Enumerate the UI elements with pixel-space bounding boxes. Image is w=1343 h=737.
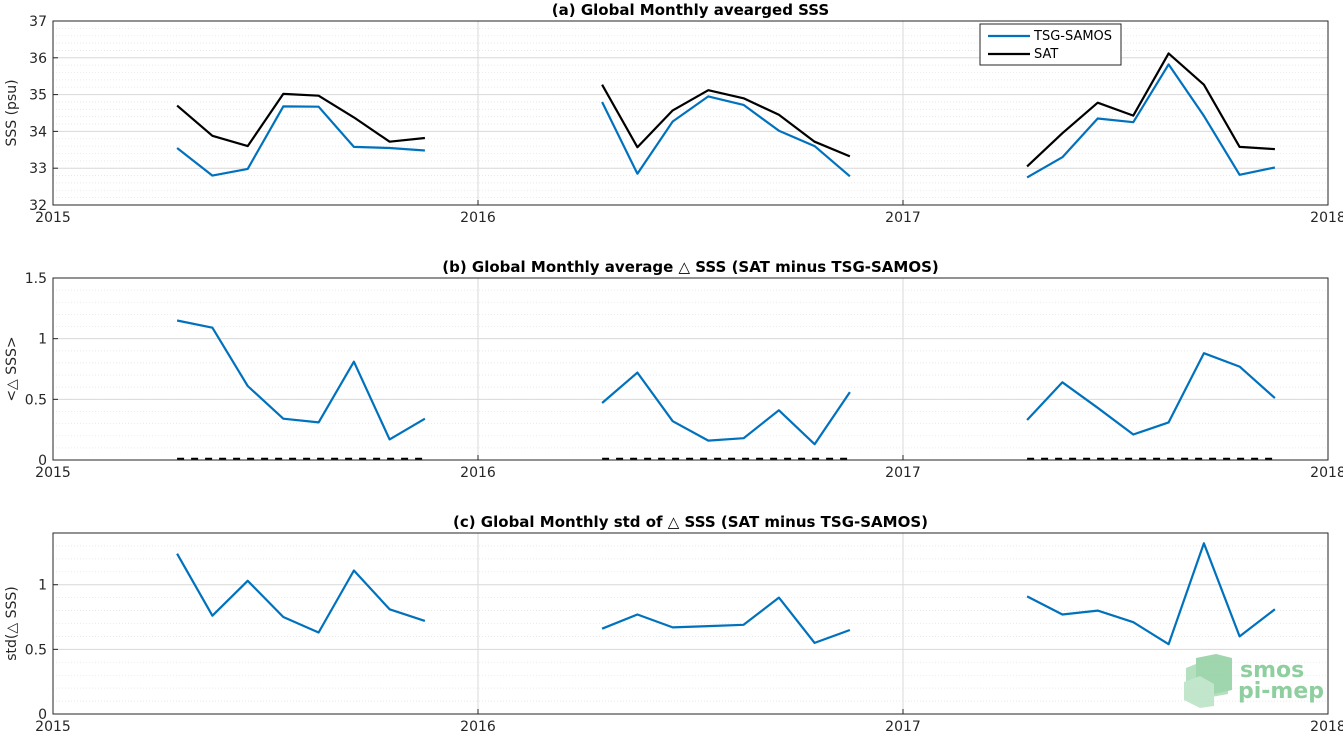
series-line-tsg-samos [1026,63,1276,179]
x-tick-label: 2018 [1310,719,1343,735]
y-axis-label: SSS (psu) [4,79,20,146]
y-tick-label: 0.5 [25,642,47,658]
panel-a-global-monthly-sss: 2015 2016 2017 2018 32 33 34 35 36 37 (a) Global M… [4,1,1343,226]
x-tick-label: 2015 [35,210,71,226]
series-line-delta [1026,542,1276,646]
x-tick-label: 2015 [35,719,71,735]
x-tick-label: 2016 [460,210,496,226]
panel-b-mean-delta-sss: 2015 2016 2017 2018 0 0.5 1 1.5 (b) Global Month… [4,258,1343,481]
series-line-tsg-samos [601,95,851,178]
plot-area [53,21,1328,205]
y-tick-label: 35 [29,88,47,104]
y-tick-label: 34 [29,124,47,140]
logo-text-pi-mep: pi-mep [1238,679,1324,704]
x-tick-label: 2016 [460,719,496,735]
y-tick-label: 1.5 [25,271,47,287]
panel-title: (c) Global Monthly std of △ SSS (SAT min… [453,513,928,531]
series-line-delta [601,596,851,645]
legend-label-sat: SAT [1034,47,1058,62]
y-tick-label: 0 [38,453,47,469]
y-tick-label: 1 [38,332,47,348]
logo-text-smos: smos [1240,658,1304,683]
legend: TSG-SAMOS SAT [979,23,1122,66]
x-tick-label: 2018 [1310,210,1343,226]
panel-c-std-delta-sss: 2015 2016 2017 2018 0 0.5 1 (c) Global Monthly … [4,513,1343,735]
x-tick-label: 2015 [35,465,71,481]
series-line-delta [176,319,426,441]
x-tick-label: 2016 [460,465,496,481]
legend-label-tsg: TSG-SAMOS [1033,29,1112,44]
x-tick-label: 2017 [885,719,921,735]
panel-title: (a) Global Monthly avearged SSS [552,1,829,19]
series-line-delta [176,553,426,634]
y-tick-label: 1 [38,578,47,594]
axes-box [52,532,1329,715]
y-tick-label: 33 [29,161,47,177]
series-line-sat [601,84,851,158]
x-tick-label: 2017 [885,210,921,226]
series-line-sat [1026,52,1275,168]
series-line-delta [1026,352,1276,436]
x-tick-label: 2018 [1310,465,1343,481]
y-axis-label: std(△ SSS) [4,586,20,660]
series-line-sat [176,92,426,148]
y-tick-label: 36 [29,51,47,67]
logo-emblem-icon [1184,654,1232,708]
x-tick-label: 2017 [885,465,921,481]
axes-box [52,277,1329,461]
y-tick-label: 0.5 [25,392,47,408]
series-line-delta [601,371,851,446]
panel-title: (b) Global Monthly average △ SSS (SAT mi… [442,258,938,276]
y-tick-label: 37 [29,14,47,30]
y-tick-label: 0 [38,707,47,723]
smos-pi-mep-logo: smos pi-mep [1184,654,1324,708]
series-line-tsg-samos [176,105,425,177]
y-tick-label: 32 [29,198,47,214]
y-axis-label: <△ SSS> [4,336,20,401]
axes-box [52,20,1329,206]
legend-box [979,23,1122,66]
